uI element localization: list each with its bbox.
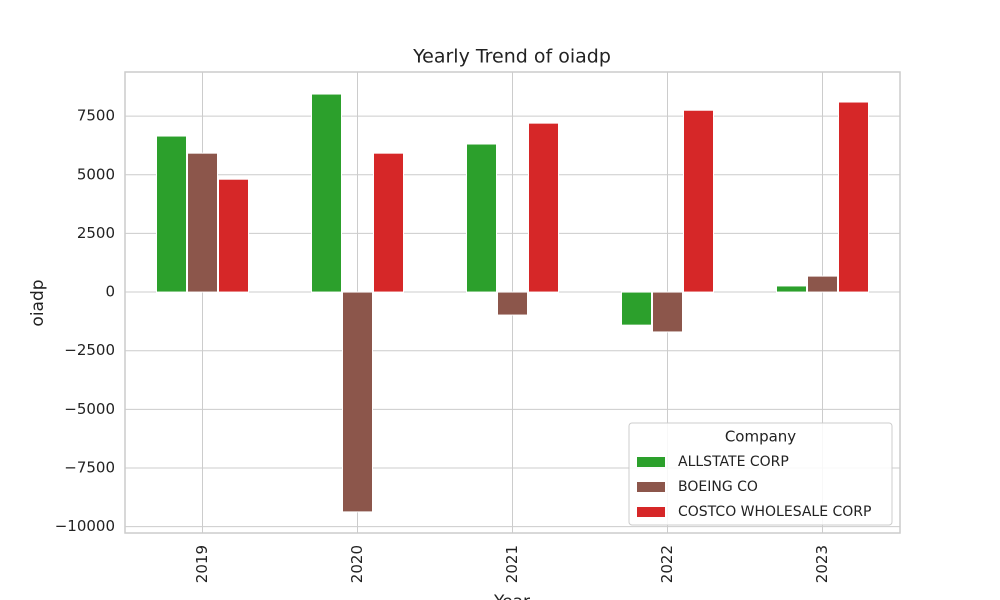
x-tick-label: 2020 [348, 545, 366, 583]
bar [807, 275, 838, 293]
bar [156, 135, 187, 293]
legend-title: Company [725, 428, 796, 446]
legend-label: ALLSTATE CORP [678, 454, 789, 470]
y-tick-label: −7500 [64, 459, 115, 477]
legend-swatch [637, 482, 665, 492]
y-tick-label: 2500 [77, 224, 115, 242]
bar [838, 101, 869, 293]
chart-title: Yearly Trend of oiadp [412, 46, 611, 68]
bar [683, 109, 714, 293]
bar [652, 291, 683, 333]
plot-frame [124, 71, 901, 534]
x-tick-label: 2021 [503, 545, 521, 583]
x-tick-label: 2023 [813, 545, 831, 583]
x-tick-label: 2019 [193, 545, 211, 583]
bar [373, 152, 404, 293]
legend-label: BOEING CO [678, 479, 758, 495]
legend-label: COSTCO WHOLESALE CORP [678, 504, 871, 520]
bar [528, 122, 559, 293]
y-tick-label: 7500 [77, 107, 115, 125]
bar [497, 291, 528, 316]
bar [342, 291, 373, 513]
legend-swatch [637, 457, 665, 467]
bar [218, 178, 249, 293]
y-tick-label: 0 [105, 283, 115, 301]
bar [311, 93, 342, 293]
legend: Company ALLSTATE CORP BOEING CO COSTCO WHOL… [628, 422, 893, 526]
x-tick-label: 2022 [658, 545, 676, 583]
bar [776, 285, 807, 293]
bar [621, 291, 652, 326]
y-tick-label: −5000 [64, 400, 115, 418]
y-tick-label: −2500 [64, 341, 115, 359]
legend-swatch [637, 507, 665, 517]
y-tick-label: 5000 [77, 165, 115, 183]
y-axis-label: oiadp [28, 279, 48, 326]
y-tick-label: −10000 [55, 517, 115, 535]
legend-box [628, 422, 893, 526]
bar [187, 152, 218, 293]
bar [466, 143, 497, 293]
x-axis-label: Year [493, 592, 530, 600]
